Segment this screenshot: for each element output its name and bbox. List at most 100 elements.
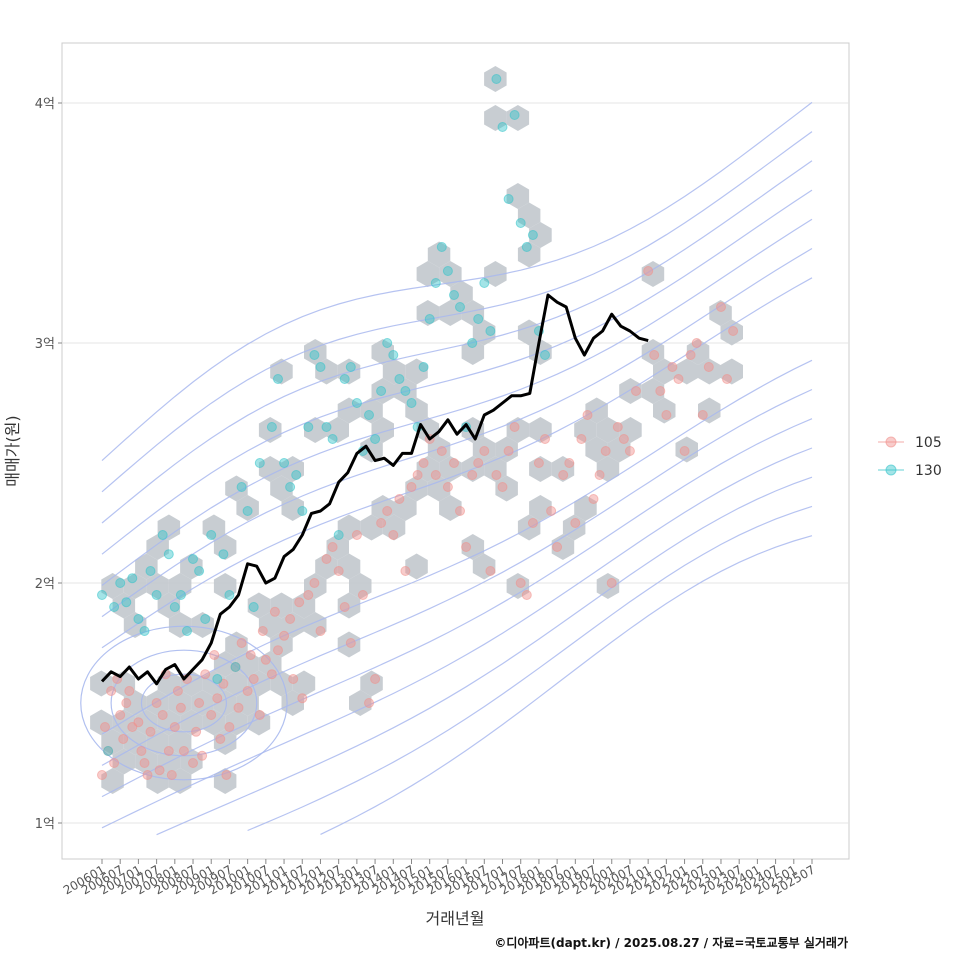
hexbin-cell	[450, 280, 473, 307]
hexbin-cell	[416, 300, 440, 326]
density-contour	[101, 131, 813, 493]
point-130-33	[303, 422, 314, 432]
point-130-12	[169, 602, 180, 612]
point-105-105	[600, 446, 611, 456]
point-105-100	[570, 518, 581, 528]
hexbin-cell	[405, 553, 428, 580]
point-105-49	[269, 606, 280, 617]
point-105-21	[166, 770, 177, 780]
point-130-14	[182, 626, 192, 636]
point-130-50	[406, 398, 417, 408]
hexbin-cell	[405, 475, 428, 502]
point-130-60	[467, 338, 478, 348]
point-130-48	[394, 374, 405, 384]
point-130-24	[242, 506, 253, 516]
hexbin-cell	[495, 436, 518, 463]
x-axis-title: 거래년월	[426, 909, 485, 928]
hexbin-cell	[123, 690, 147, 716]
point-105-0	[97, 770, 107, 780]
hexbin-cell	[315, 553, 338, 580]
y-tick-label-1: 2억	[35, 577, 55, 592]
hexbin-cell	[337, 631, 361, 658]
point-105-6	[115, 710, 126, 720]
density-contour	[101, 189, 813, 555]
hexbin-cell	[236, 690, 259, 716]
point-105-80	[449, 458, 459, 468]
point-130-18	[206, 530, 217, 540]
point-105-25	[178, 746, 189, 756]
hexbin-cell	[270, 475, 293, 502]
point-130-19	[212, 674, 223, 684]
point-130-68	[515, 218, 526, 228]
point-105-33	[209, 650, 220, 660]
legend-key-dot-105	[885, 436, 897, 448]
density-contour	[101, 277, 813, 649]
hexbin-cell	[720, 358, 743, 385]
hexbin-cell	[427, 475, 451, 502]
point-105-71	[394, 494, 405, 504]
point-105-85	[479, 446, 490, 456]
hexbin-cell	[360, 397, 383, 424]
hexbin-cell	[349, 573, 372, 599]
hexbin-cell	[135, 709, 158, 736]
point-130-47	[388, 350, 399, 360]
hexbin-cell	[326, 534, 349, 560]
point-105-16	[151, 698, 162, 708]
legend-item-130: 130	[878, 463, 942, 479]
hexbin-cell	[213, 729, 237, 755]
point-130-5	[127, 573, 138, 584]
point-130-6	[133, 614, 144, 624]
hexbin-cell	[416, 261, 440, 287]
hexbin-cell	[258, 651, 282, 677]
point-130-61	[473, 314, 484, 324]
x-axis: 2006012006072007012007072008012008072009…	[61, 859, 818, 898]
point-130-44	[370, 434, 381, 444]
point-105-124	[728, 326, 739, 336]
hexbin-cell	[472, 553, 496, 580]
point-105-17	[154, 765, 165, 776]
point-105-58	[315, 626, 326, 636]
point-105-69	[382, 506, 393, 516]
point-105-4	[109, 758, 120, 768]
hexbin-cell	[517, 319, 541, 346]
point-105-65	[357, 590, 368, 600]
point-105-107	[612, 422, 623, 432]
point-105-121	[703, 362, 714, 372]
hexbin-cell	[472, 319, 496, 346]
hexbin-cell	[574, 495, 597, 521]
density-contour	[101, 218, 813, 586]
point-130-62	[479, 278, 490, 288]
point-105-104	[594, 470, 605, 480]
density-contour	[156, 476, 813, 836]
point-105-62	[339, 602, 350, 612]
point-130-49	[400, 386, 411, 396]
point-105-38	[224, 722, 235, 732]
hexbin-cell	[236, 495, 259, 521]
hexbin-cell	[371, 378, 394, 404]
point-105-117	[679, 446, 690, 456]
hexbin-cell	[157, 670, 181, 697]
point-105-67	[370, 674, 381, 684]
density-contour-core	[140, 673, 228, 733]
hexbin-cell	[157, 709, 181, 736]
y-tick-label-3: 4억	[35, 97, 55, 112]
hexbin-cell	[461, 339, 485, 365]
point-105-47	[260, 654, 271, 665]
point-105-92	[521, 590, 532, 600]
hexbin-cell	[337, 397, 361, 424]
density-contour-core	[80, 625, 288, 781]
point-105-35	[215, 734, 226, 744]
point-130-17	[200, 614, 211, 624]
point-105-77	[430, 470, 441, 480]
point-130-58	[455, 302, 465, 312]
hexbin-cell	[326, 417, 349, 443]
point-105-86	[485, 566, 496, 576]
point-105-119	[691, 338, 702, 348]
hexbin-cell	[225, 631, 248, 658]
hexbin-cell	[180, 709, 203, 736]
point-130-39	[339, 374, 350, 384]
hexbin-cell	[202, 670, 226, 697]
point-130-27	[266, 422, 277, 432]
point-130-64	[491, 74, 502, 84]
point-130-36	[321, 422, 332, 432]
